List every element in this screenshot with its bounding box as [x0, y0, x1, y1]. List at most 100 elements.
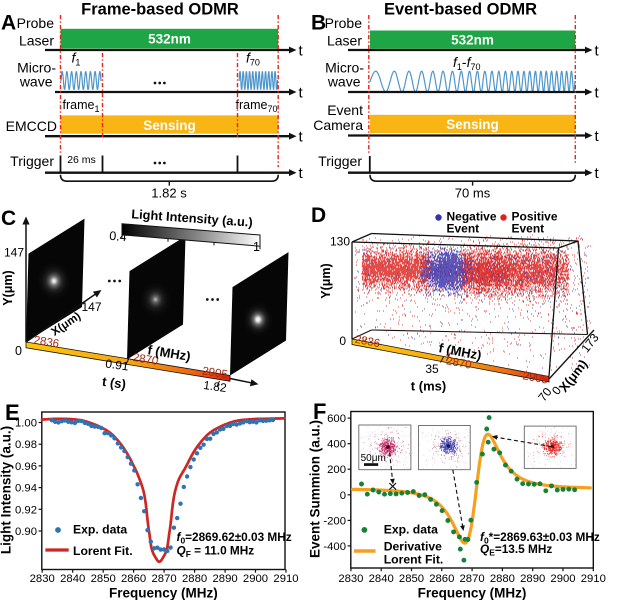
svg-text:Probe: Probe [17, 15, 55, 31]
svg-text:Frame-based ODMR: Frame-based ODMR [81, 1, 239, 19]
svg-text:532nm: 532nm [148, 32, 191, 47]
svg-text:2860: 2860 [121, 573, 146, 585]
svg-text:t (ms): t (ms) [411, 379, 446, 394]
svg-text:t: t [299, 85, 304, 102]
svg-text:Exp. data: Exp. data [73, 523, 127, 537]
svg-text:2910: 2910 [581, 573, 606, 585]
svg-text:2870: 2870 [132, 352, 159, 368]
svg-text:Frequency (MHz): Frequency (MHz) [109, 586, 218, 600]
svg-text:D: D [311, 204, 326, 227]
svg-text:f0*=2869.63±0.03 MHz: f0*=2869.63±0.03 MHz [480, 530, 600, 546]
svg-text:Light Intensity (a.u.): Light Intensity (a.u.) [0, 426, 14, 554]
svg-text:Lorent Fit.: Lorent Fit. [384, 552, 444, 566]
svg-text:2850: 2850 [91, 573, 116, 585]
svg-text:Event: Event [512, 222, 545, 236]
svg-text:532nm: 532nm [451, 32, 494, 47]
svg-text:1.00: 1.00 [15, 418, 37, 430]
svg-text:t: t [299, 165, 304, 182]
svg-text:0.96: 0.96 [15, 461, 37, 473]
svg-text:2870: 2870 [152, 573, 177, 585]
svg-text:Trigger: Trigger [10, 153, 54, 169]
svg-text:Event: Event [327, 102, 363, 118]
svg-text:50μm: 50μm [361, 453, 386, 464]
svg-text:200: 200 [327, 464, 346, 476]
svg-text:Micro-: Micro- [17, 59, 56, 75]
svg-text:2870: 2870 [445, 355, 472, 371]
svg-text:Camera: Camera [313, 117, 363, 133]
svg-text:f1: f1 [72, 50, 81, 68]
svg-text:0: 0 [15, 344, 22, 358]
svg-text:QE=13.5 MHz: QE=13.5 MHz [480, 542, 552, 558]
svg-text:Event: Event [447, 222, 480, 236]
svg-text:F: F [313, 399, 326, 424]
svg-text:Y(μm): Y(μm) [319, 263, 333, 298]
svg-text:t: t [595, 85, 600, 102]
svg-text:2890: 2890 [520, 573, 545, 585]
svg-text:2836: 2836 [33, 335, 60, 351]
svg-text:Positive: Positive [512, 210, 558, 224]
svg-text:147: 147 [4, 246, 24, 260]
svg-text:2830: 2830 [338, 573, 363, 585]
svg-text:400: 400 [327, 439, 346, 451]
svg-text:wave: wave [327, 73, 361, 89]
svg-text:f (MHz): f (MHz) [146, 342, 191, 364]
svg-text:Event-based ODMR: Event-based ODMR [384, 1, 537, 19]
svg-text:Trigger: Trigger [318, 153, 362, 169]
svg-text:Exp. data: Exp. data [384, 523, 438, 537]
svg-text:0.98: 0.98 [15, 439, 37, 451]
svg-text:2905: 2905 [201, 365, 228, 381]
svg-text:600: 600 [327, 413, 346, 425]
svg-text:2850: 2850 [399, 573, 424, 585]
svg-text:Derivative: Derivative [384, 539, 442, 553]
svg-text:2870: 2870 [460, 573, 485, 585]
svg-text:0.92: 0.92 [15, 504, 37, 516]
svg-text:2890: 2890 [213, 573, 238, 585]
svg-text:Laser: Laser [327, 32, 362, 48]
svg-text:frame1: frame1 [63, 98, 100, 114]
svg-text:2880: 2880 [490, 573, 515, 585]
svg-text:2830: 2830 [30, 573, 55, 585]
svg-text:Event Summion (a.u.): Event Summion (a.u.) [308, 420, 323, 558]
svg-text:t: t [595, 165, 600, 182]
svg-text:70 ms: 70 ms [455, 186, 491, 201]
svg-text:t: t [299, 43, 304, 60]
svg-text:B: B [311, 12, 326, 35]
svg-text:A: A [1, 12, 16, 35]
svg-text:130: 130 [330, 235, 350, 249]
svg-text:Negative: Negative [447, 210, 497, 224]
svg-text:f0=2869.62±0.03 MHz: f0=2869.62±0.03 MHz [177, 530, 292, 546]
svg-text:2840: 2840 [60, 573, 85, 585]
svg-text:t: t [595, 43, 600, 60]
svg-text:wave: wave [19, 73, 53, 89]
svg-text:2840: 2840 [369, 573, 394, 585]
svg-text:2880: 2880 [182, 573, 207, 585]
svg-text:-400: -400 [323, 541, 346, 553]
svg-text:t: t [595, 128, 600, 145]
svg-text:26 ms: 26 ms [67, 154, 96, 166]
svg-text:Sensing: Sensing [143, 118, 196, 133]
svg-text:0.94: 0.94 [15, 483, 37, 495]
svg-text:35: 35 [425, 362, 439, 376]
svg-text:0.4: 0.4 [109, 229, 128, 244]
svg-text:2836: 2836 [354, 334, 381, 350]
svg-text:Frequency (MHz): Frequency (MHz) [418, 586, 527, 600]
svg-text:frame70: frame70 [236, 98, 278, 114]
svg-text:2900: 2900 [550, 573, 575, 585]
svg-text:147: 147 [81, 300, 101, 314]
svg-text:C: C [1, 207, 16, 230]
svg-text:t (s): t (s) [101, 374, 127, 392]
svg-text:2900: 2900 [243, 573, 268, 585]
svg-text:EMCCD: EMCCD [6, 118, 57, 134]
svg-text:Sensing: Sensing [446, 117, 499, 132]
svg-text:0.91: 0.91 [104, 356, 129, 373]
svg-text:Micro-: Micro- [325, 59, 364, 75]
svg-text:QF = 11.0 MHz: QF = 11.0 MHz [177, 544, 255, 560]
svg-text:Y(μm): Y(μm) [1, 270, 15, 305]
svg-text:E: E [5, 400, 20, 425]
svg-text:0.90: 0.90 [15, 526, 37, 538]
svg-text:0: 0 [340, 490, 346, 502]
svg-text:2905: 2905 [522, 370, 549, 386]
svg-text:Laser: Laser [19, 32, 54, 48]
svg-text:2860: 2860 [429, 573, 454, 585]
svg-text:2910: 2910 [273, 573, 298, 585]
